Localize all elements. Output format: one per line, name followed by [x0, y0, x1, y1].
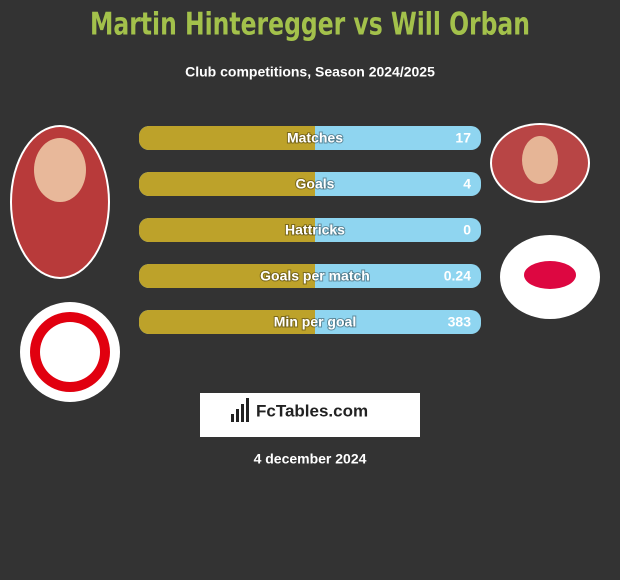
stat-label: Goals per match	[260, 268, 370, 284]
player-face	[522, 136, 558, 184]
bar-left-join	[303, 172, 315, 196]
player-face	[34, 138, 86, 202]
club-logo-inner	[524, 261, 576, 289]
bar-left	[139, 172, 315, 196]
bar-left	[139, 264, 315, 288]
bar-left	[139, 218, 315, 242]
bar-left-join	[303, 218, 315, 242]
date: 4 december 2024	[254, 451, 367, 467]
club-logo-center	[40, 322, 100, 382]
bar-left-join	[303, 126, 315, 150]
stat-value: 383	[448, 314, 472, 330]
stat-value: 0	[463, 222, 471, 238]
brand-icon	[231, 398, 249, 422]
stat-value: 0.24	[444, 268, 471, 284]
stats: Matches 17 Goals 4 Hattricks 0 Goals per match…	[139, 126, 481, 334]
stat-label: Min per goal	[274, 314, 356, 330]
stat-value: 4	[463, 176, 471, 192]
stat-label: Matches	[287, 130, 343, 146]
brand: FcTables.com	[256, 401, 368, 420]
title: Martin Hinteregger vs Will Orban	[90, 7, 530, 43]
stat-value: 17	[455, 130, 471, 146]
subtitle: Club competitions, Season 2024/2025	[185, 64, 435, 80]
bar-left-join	[303, 310, 315, 334]
bar-left	[139, 126, 315, 150]
stat-label: Goals	[296, 176, 335, 192]
bar-left	[139, 310, 315, 334]
bar-left-join	[303, 264, 315, 288]
stat-label: Hattricks	[285, 222, 345, 238]
